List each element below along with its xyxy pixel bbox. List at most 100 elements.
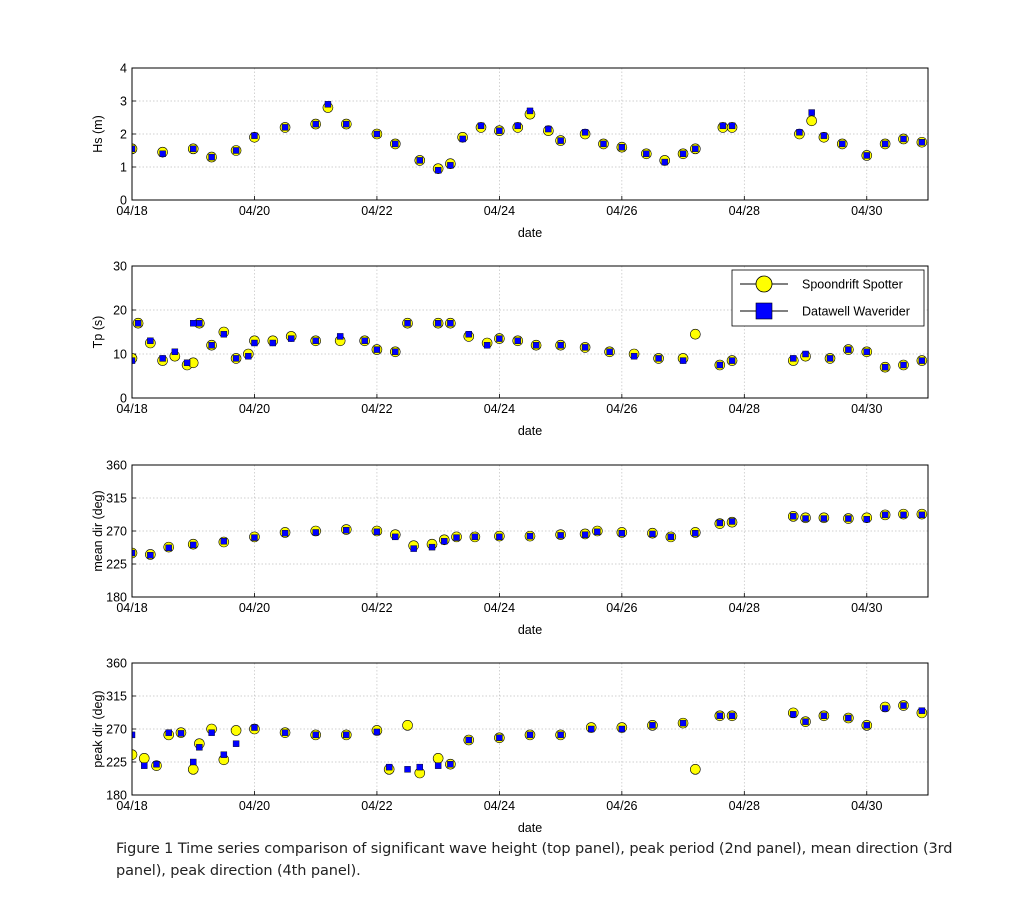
x-tick-label: 04/20 [239,799,270,813]
waverider-point [692,530,699,537]
waverider-point [820,515,828,522]
waverider-point [196,744,203,751]
waverider-point [373,728,381,736]
x-axis-label: date [518,623,542,637]
waverider-point [373,130,381,138]
x-tick-label: 04/18 [116,601,147,615]
waverider-point [728,712,736,719]
x-tick-label: 04/26 [606,204,637,218]
waverider-point [863,152,870,159]
waverider-point [441,538,448,545]
x-tick-label: 04/24 [484,601,515,615]
waverider-point [134,320,142,327]
waverider-point [600,140,607,148]
waverider-point [557,137,564,144]
waverider-point [208,729,215,736]
waverider-point [802,350,809,358]
waverider-point [716,519,724,527]
waverider-point [618,530,626,537]
y-axis-label: peak dir (deg) [91,690,105,767]
waverider-point [557,731,564,739]
waverider-point [496,533,503,541]
waverider-point [557,532,564,539]
waverider-point [826,355,834,362]
waverider-point [434,167,442,174]
waverider-point [900,511,907,519]
waverider-point [281,729,289,736]
waverider-point [465,736,472,744]
waverider-point [790,355,797,362]
waverider-point [220,751,228,758]
waverider-point [281,124,289,131]
waverider-point [404,320,411,327]
axes-frame [131,464,929,598]
waverider-point [336,333,344,340]
waverider-point [147,337,154,344]
waverider-point [526,107,534,115]
x-tick-label: 04/18 [116,402,147,416]
x-axis-label: date [518,226,542,240]
waverider-point [447,761,454,768]
waverider-point [716,712,724,719]
figure: 04/18 04/20 04/22 04/24 04/26 04/28 04/30 0 1 2 3 4… [91,62,929,835]
waverider-point [477,122,485,129]
x-tick-label: 04/20 [239,402,270,416]
x-tick-label: 04/30 [851,601,882,615]
waverider-point [845,515,852,522]
waverider-point [581,344,589,351]
waverider-point [839,140,846,148]
waverider-point [900,135,907,143]
waverider-point [141,762,148,769]
legend-marker-square [755,302,773,320]
waverider-point [845,714,852,722]
waverider-point [404,766,411,773]
waverider-point [667,533,675,541]
waverider-point [459,135,466,143]
waverider-point [281,530,289,537]
y-axis-label: Hs (m) [91,115,105,153]
waverider-point [447,162,454,169]
waverider-point [190,541,197,549]
spotter-point [230,725,242,736]
y-tick-label: 10 [113,348,127,362]
waverider-point [863,722,870,729]
spotter-point [187,764,199,775]
waverider-point [132,549,136,557]
waverider-point [232,147,240,154]
waverider-point [251,534,258,541]
waverider-point [324,101,332,108]
waverider-point [918,511,926,519]
y-tick-label: 4 [120,62,127,76]
waverider-point [845,346,852,353]
waverider-point [514,122,521,129]
waverider-point [900,361,907,369]
spotter-point [402,720,413,731]
y-axis-label: mean dir (deg) [91,490,105,571]
panel-4: 04/18 04/20 04/22 04/24 04/26 04/28 04/30 180 22… [91,657,929,835]
x-tick-label: 04/28 [729,402,760,416]
y-tick-label: 1 [120,161,127,175]
x-tick-label: 04/30 [851,204,882,218]
waverider-point [434,762,442,769]
waverider-point [132,357,136,364]
y-axis-label: Tp (s) [91,316,105,349]
panel-1: 04/18 04/20 04/22 04/24 04/26 04/28 04/30 0 1 2 3 4… [91,62,929,240]
waverider-point [190,758,197,766]
waverider-point [581,531,589,538]
waverider-point [649,530,656,538]
waverider-point [820,132,828,139]
waverider-point [679,150,687,158]
waverider-point [453,534,460,541]
y-tick-label: 225 [106,558,127,572]
waverider-point [465,331,472,338]
waverider-point [251,724,258,731]
waverider-point [679,719,687,727]
x-tick-label: 04/24 [484,204,515,218]
waverider-point [159,150,166,158]
waverider-point [881,140,889,148]
x-axis-label: date [518,821,542,835]
waverider-point [190,320,197,327]
x-tick-label: 04/26 [606,601,637,615]
waverider-point [557,342,564,349]
waverider-point [514,337,521,344]
